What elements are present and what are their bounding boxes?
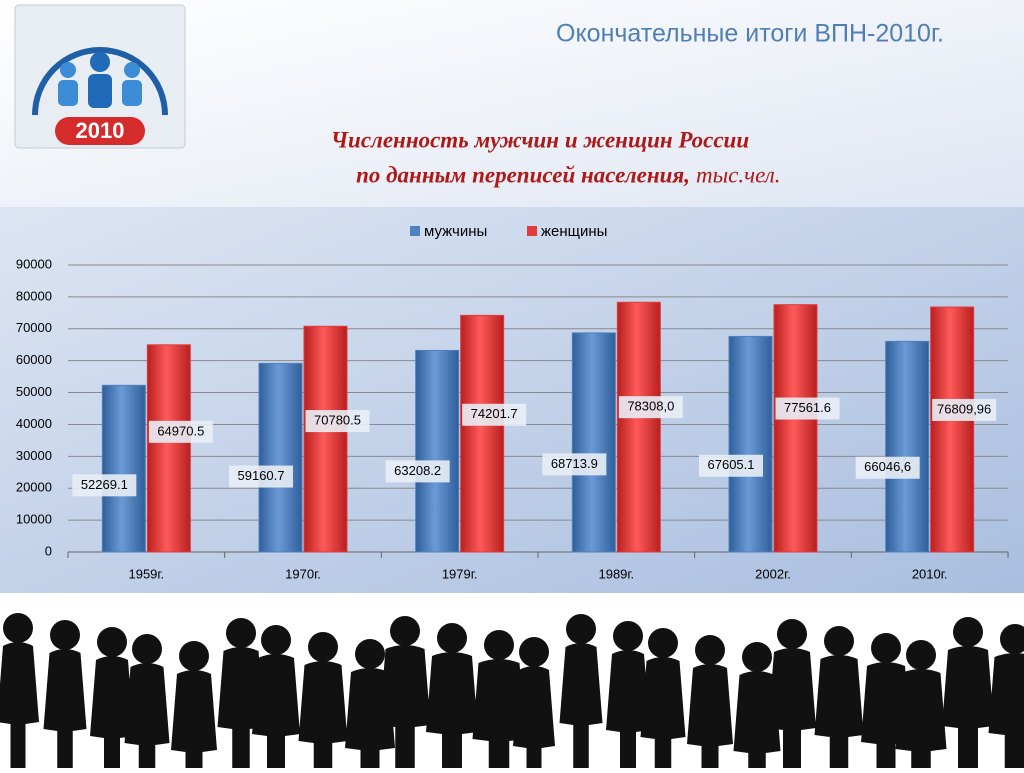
silhouette-head (3, 613, 33, 643)
slide-title: Окончательные итоги ВПН-2010г. (556, 20, 944, 48)
silhouette-head (777, 619, 807, 649)
value-label: 76809,96 (937, 401, 991, 416)
value-label: 64970.5 (157, 423, 204, 438)
silhouette-head (824, 626, 854, 656)
y-tick-label: 10000 (16, 512, 52, 527)
logo-person (122, 80, 142, 106)
y-tick-label: 80000 (16, 288, 52, 303)
value-label: 63208.2 (394, 463, 441, 478)
value-label: 74201.7 (471, 406, 518, 421)
value-label: 67605.1 (708, 457, 755, 472)
silhouette-head (179, 641, 209, 671)
value-label: 77561.6 (784, 400, 831, 415)
silhouette-head (566, 614, 596, 644)
silhouette-head (97, 627, 127, 657)
silhouette-head (50, 620, 80, 650)
y-tick-label: 0 (45, 543, 52, 558)
logo-person (90, 52, 110, 72)
logo: 2010 (15, 5, 185, 148)
bar (259, 363, 302, 552)
bar (147, 345, 190, 552)
bar (416, 350, 459, 552)
silhouette-head (437, 623, 467, 653)
value-label: 78308,0 (627, 399, 674, 414)
legend-swatch (527, 226, 537, 236)
x-tick-label: 2010г. (912, 566, 948, 581)
y-tick-label: 70000 (16, 320, 52, 335)
bar (461, 315, 504, 552)
silhouette-head (261, 625, 291, 655)
silhouette-head (484, 630, 514, 660)
silhouette-head (390, 616, 420, 646)
y-tick-label: 90000 (16, 256, 52, 271)
bar (886, 341, 929, 552)
silhouette-head (226, 618, 256, 648)
logo-text: 2010 (76, 118, 125, 143)
bar (931, 307, 974, 552)
bar (774, 305, 817, 552)
silhouette-head (648, 628, 678, 658)
x-tick-label: 2002г. (755, 566, 791, 581)
silhouette-head (953, 617, 983, 647)
silhouette-head (132, 634, 162, 664)
chart-title: Численность мужчин и женщин России (331, 127, 749, 152)
bar (572, 333, 615, 552)
value-label: 70780.5 (314, 413, 361, 428)
bar (617, 302, 660, 552)
silhouette-head (308, 632, 338, 662)
legend-label: женщины (541, 223, 607, 240)
legend-swatch (410, 226, 420, 236)
silhouette-head (695, 635, 725, 665)
logo-person (60, 62, 76, 78)
value-label: 59160.7 (238, 468, 285, 483)
bar (102, 385, 145, 552)
y-tick-label: 60000 (16, 352, 52, 367)
value-label: 52269.1 (81, 477, 128, 492)
x-tick-label: 1959г. (128, 566, 164, 581)
x-tick-label: 1970г. (285, 566, 321, 581)
silhouette-head (355, 639, 385, 669)
silhouette-head (742, 642, 772, 672)
value-label: 66046,6 (864, 459, 911, 474)
y-tick-label: 40000 (16, 416, 52, 431)
x-tick-label: 1989г. (598, 566, 634, 581)
silhouette-head (519, 637, 549, 667)
chart-title: по данным переписей населения, (356, 162, 690, 187)
silhouette-head (906, 640, 936, 670)
y-tick-label: 20000 (16, 480, 52, 495)
logo-person (88, 74, 112, 108)
x-tick-label: 1979г. (442, 566, 478, 581)
y-tick-label: 50000 (16, 384, 52, 399)
value-label: 68713.9 (551, 456, 598, 471)
silhouette-head (871, 633, 901, 663)
legend-label: мужчины (424, 223, 487, 240)
silhouette-head (613, 621, 643, 651)
bar (304, 326, 347, 552)
logo-person (124, 62, 140, 78)
bar (729, 336, 772, 552)
chart-unit: тыс.чел. (696, 162, 781, 187)
logo-person (58, 80, 78, 106)
y-tick-label: 30000 (16, 448, 52, 463)
